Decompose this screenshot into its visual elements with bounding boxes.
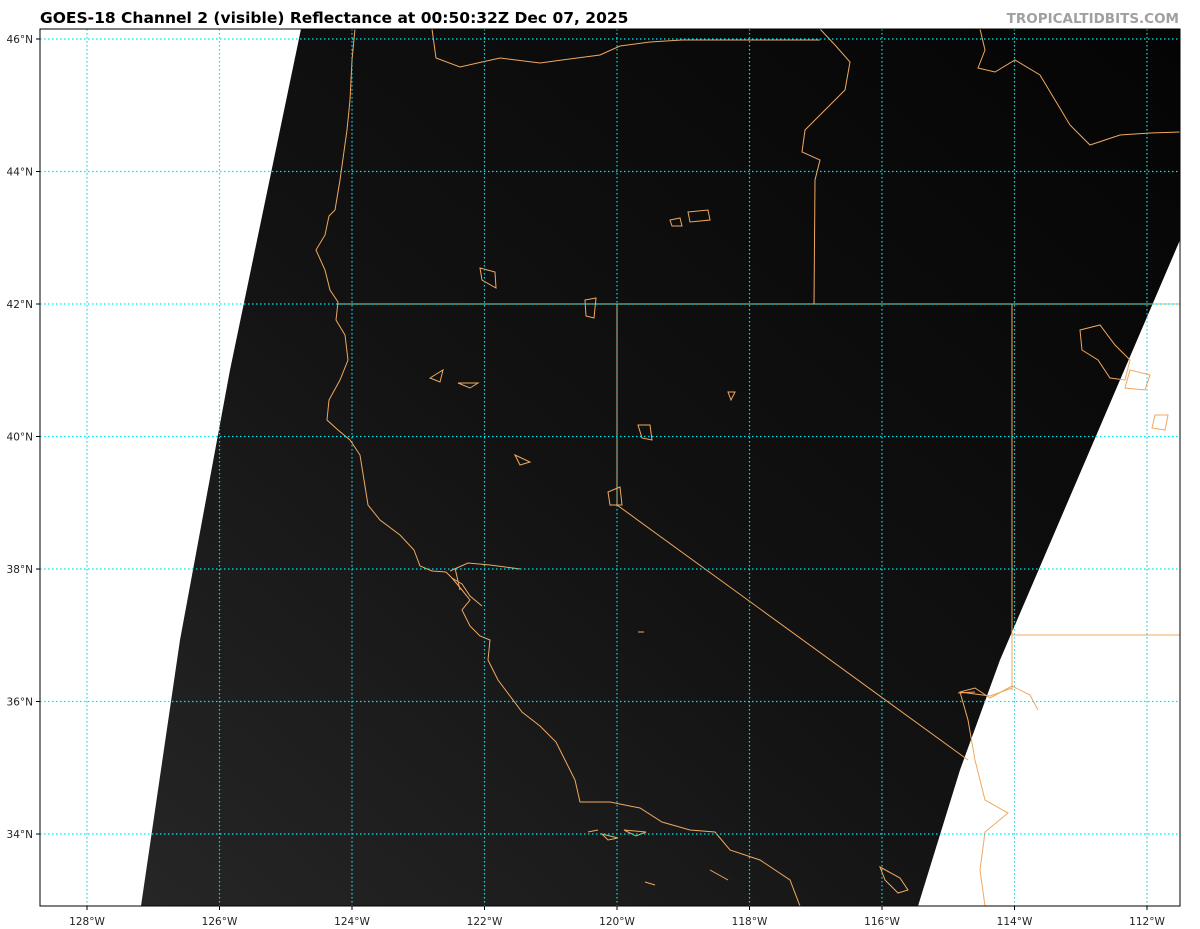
lon-tick-label: 112°W xyxy=(1129,916,1165,928)
lat-tick-label: 34°N xyxy=(7,829,33,841)
lon-tick-label: 114°W xyxy=(997,916,1033,928)
axis-ticks: 46°N 44°N 42°N 40°N 38°N 36°N 34°N 128°W 126°W 12… xyxy=(7,34,1166,928)
lake-tahoe xyxy=(607,486,623,506)
salton-sea xyxy=(957,691,976,694)
lat-tick-label: 46°N xyxy=(7,34,33,46)
lon-tick-label: 128°W xyxy=(69,916,105,928)
shasta-lakes xyxy=(428,368,736,466)
pacific-coastline xyxy=(315,29,801,906)
lon-tick-label: 116°W xyxy=(864,916,900,928)
pyramid-lake xyxy=(637,424,653,441)
lon-tick-label: 124°W xyxy=(334,916,370,928)
lat-tick-label: 36°N xyxy=(7,697,33,709)
lat-tick-label: 42°N xyxy=(7,299,33,311)
lat-tick-label: 40°N xyxy=(7,432,33,444)
map-title: GOES-18 Channel 2 (visible) Reflectance … xyxy=(40,9,629,27)
lake-mead xyxy=(959,685,1039,711)
columbia-river xyxy=(431,29,820,68)
coastlines-borders xyxy=(315,29,1180,906)
sf-bay xyxy=(449,562,521,607)
utah-lake xyxy=(1151,414,1169,431)
lat-tick-label: 38°N xyxy=(7,564,33,576)
lon-tick-label: 118°W xyxy=(732,916,768,928)
map-frame xyxy=(39,28,1181,907)
lat-tick-label: 44°N xyxy=(7,167,33,179)
lon-tick-label: 122°W xyxy=(467,916,503,928)
idaho-rivers xyxy=(977,29,1180,146)
lon-tick-label: 120°W xyxy=(599,916,635,928)
snake-river xyxy=(801,29,851,305)
oregon-lakes xyxy=(479,209,711,319)
lon-tick-label: 126°W xyxy=(202,916,238,928)
colorado-river xyxy=(959,687,1013,906)
credit-watermark: TROPICALTIDBITS.COM xyxy=(1006,11,1179,27)
great-salt-lake xyxy=(1079,324,1151,391)
satellite-swath xyxy=(141,29,1180,906)
